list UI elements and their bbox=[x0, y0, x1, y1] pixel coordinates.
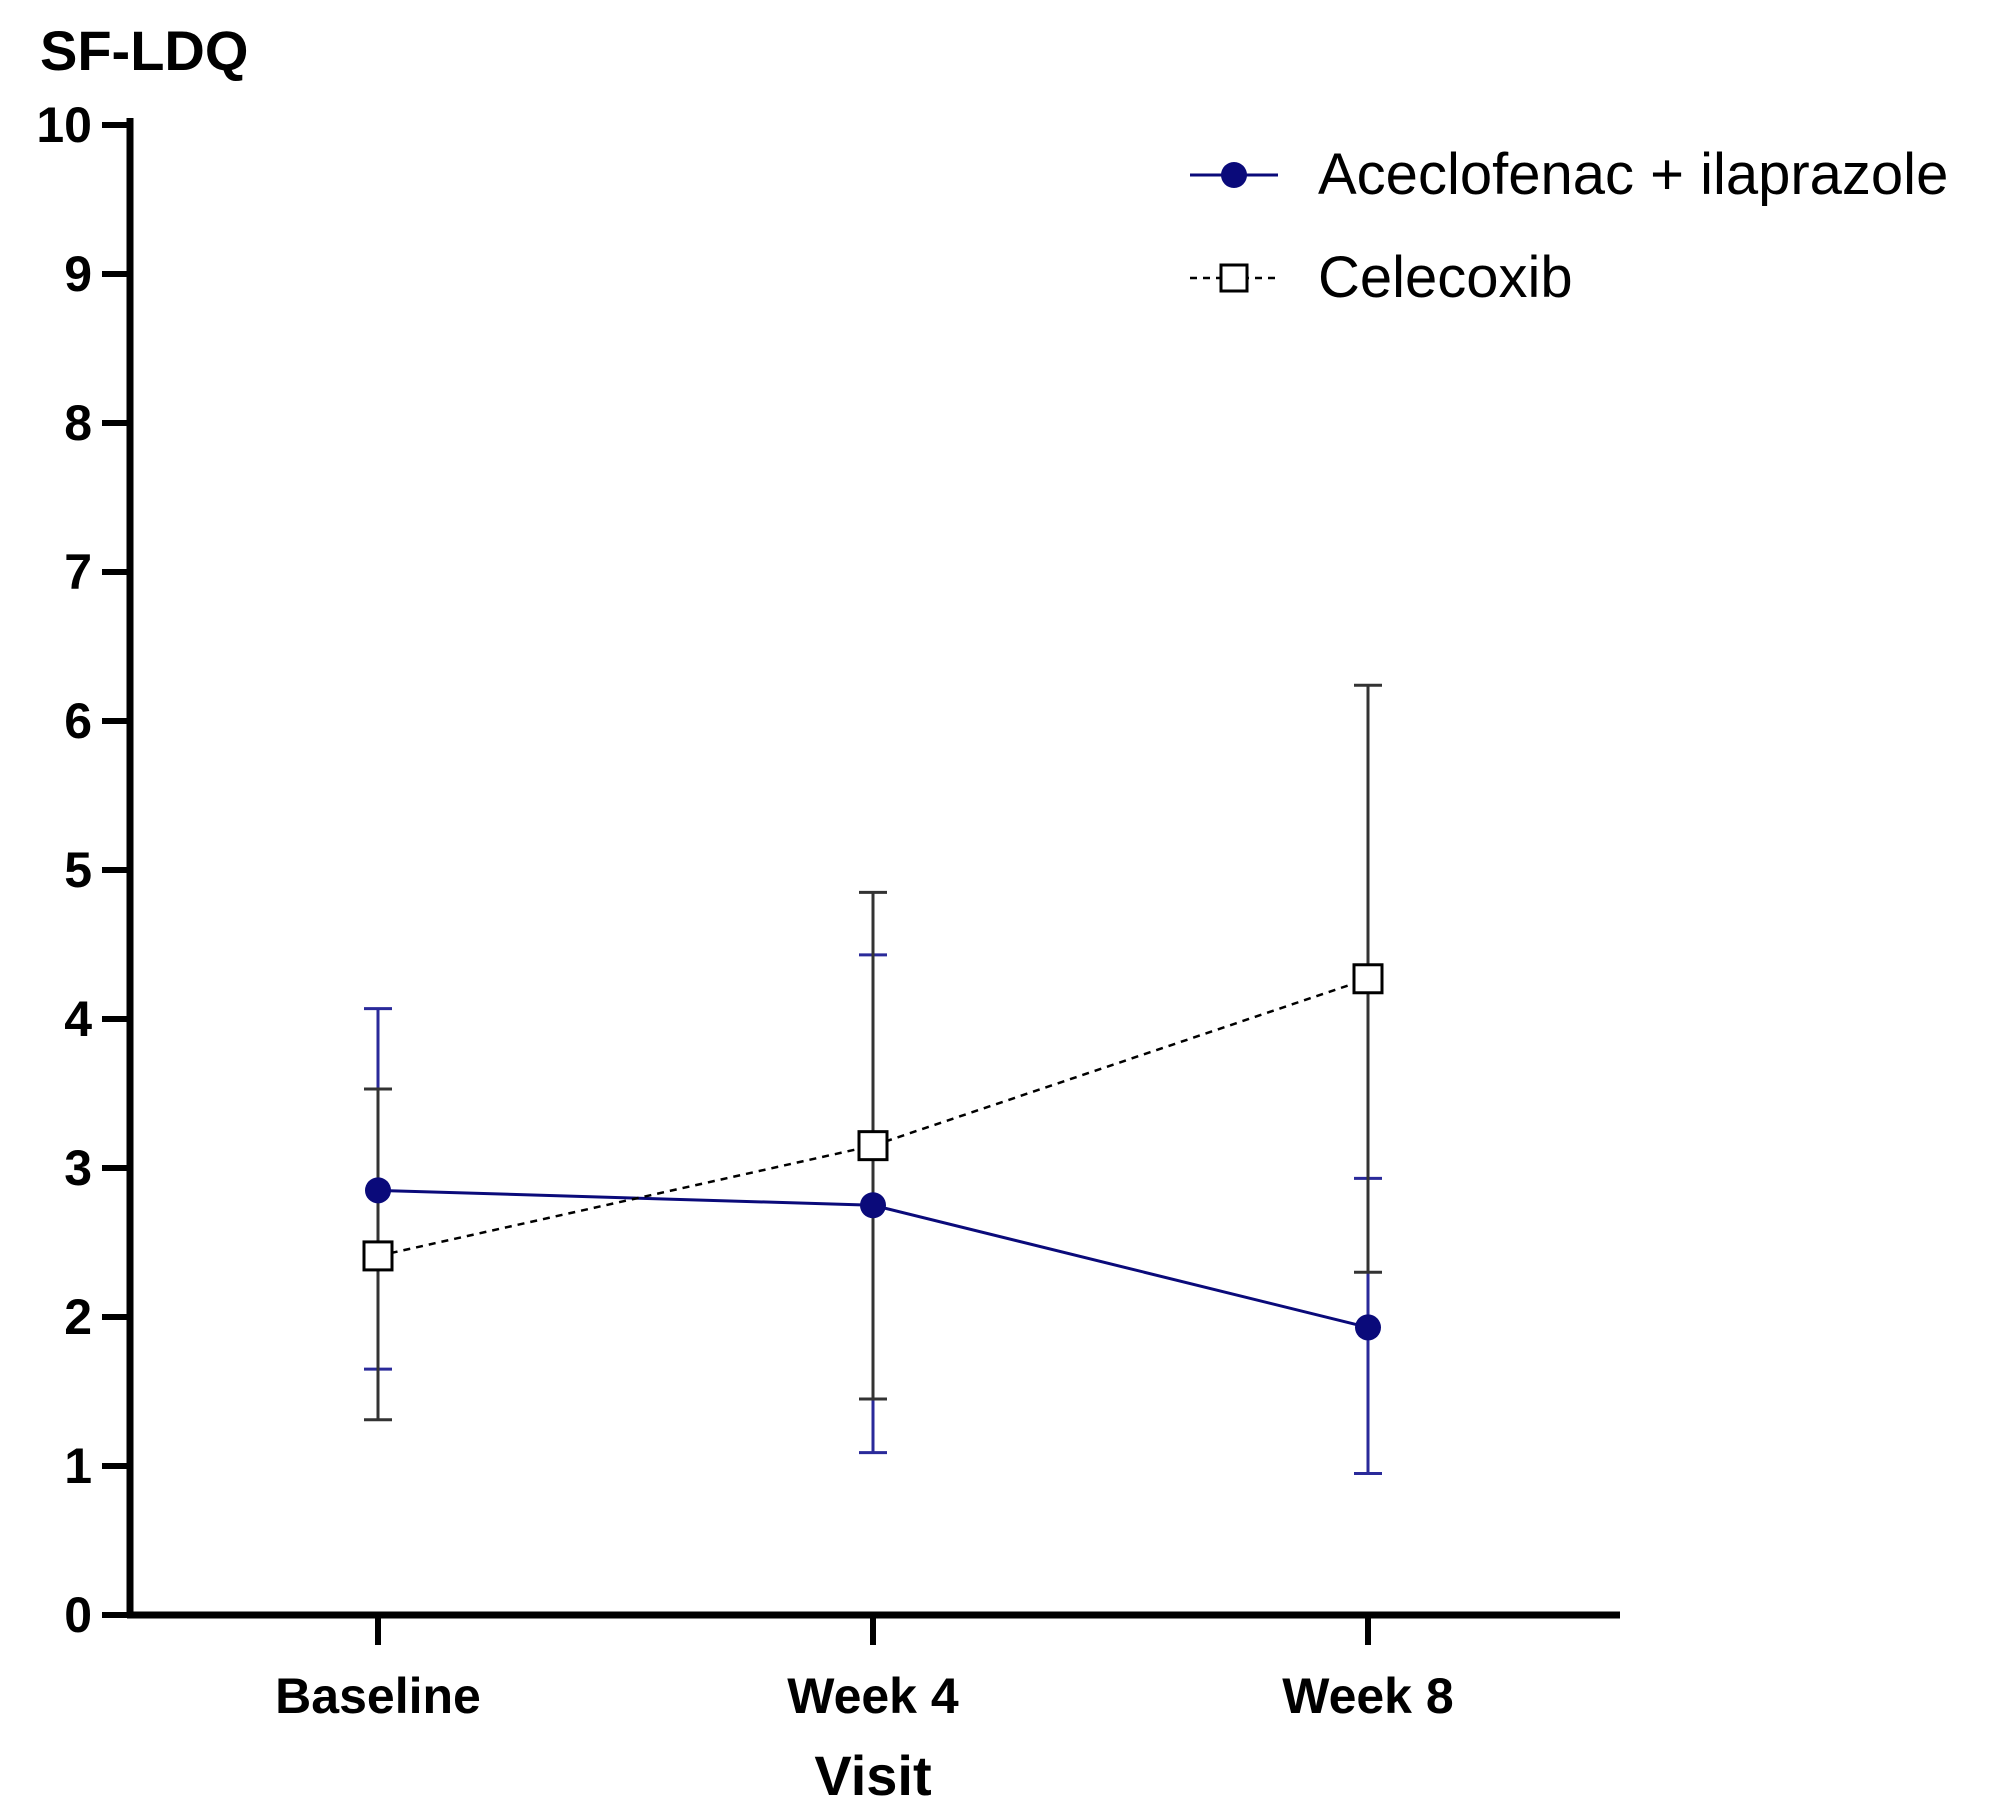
x-tick-label: Week 4 bbox=[787, 1668, 959, 1724]
y-tick-label: 1 bbox=[64, 1438, 92, 1494]
y-axis-title: SF-LDQ bbox=[40, 19, 248, 82]
y-tick-label: 6 bbox=[64, 693, 92, 749]
x-tick-label: Baseline bbox=[275, 1668, 481, 1724]
data-point-celecoxib bbox=[857, 1130, 889, 1162]
y-axis: 0 1 2 3 4 5 6 7 8 9 10 bbox=[36, 97, 134, 1643]
plot-area bbox=[362, 683, 1384, 1475]
y-tick-label: 2 bbox=[64, 1289, 92, 1345]
data-point-celecoxib bbox=[1352, 963, 1384, 995]
legend: Aceclofenac + ilaprazole Celecoxib bbox=[1190, 142, 1948, 310]
x-ticks: Baseline Week 4 Week 8 bbox=[275, 1615, 1454, 1724]
x-axis-title: Visit bbox=[814, 1744, 931, 1805]
legend-item-aceclofenac: Aceclofenac + ilaprazole bbox=[1190, 142, 1948, 207]
x-tick-label: Week 8 bbox=[1282, 1668, 1453, 1724]
legend-marker-aceclofenac bbox=[1221, 162, 1247, 188]
data-point-celecoxib bbox=[362, 1240, 394, 1272]
y-tick-label: 9 bbox=[64, 246, 92, 302]
x-axis: Baseline Week 4 Week 8 bbox=[127, 1611, 1620, 1724]
legend-label-aceclofenac: Aceclofenac + ilaprazole bbox=[1318, 142, 1948, 207]
legend-label-celecoxib: Celecoxib bbox=[1318, 245, 1573, 310]
legend-item-celecoxib: Celecoxib bbox=[1190, 245, 1573, 310]
y-tick-label: 4 bbox=[64, 991, 92, 1047]
y-tick-label: 8 bbox=[64, 395, 92, 451]
data-point-aceclofenac bbox=[365, 1177, 391, 1204]
y-tick-label: 0 bbox=[64, 1587, 92, 1643]
y-tick-label: 7 bbox=[64, 544, 92, 600]
y-ticks: 0 1 2 3 4 5 6 7 8 9 10 bbox=[36, 97, 130, 1643]
y-tick-label: 3 bbox=[64, 1140, 92, 1196]
data-point-aceclofenac bbox=[1355, 1314, 1381, 1341]
data-point-aceclofenac bbox=[860, 1192, 886, 1219]
legend-marker-celecoxib bbox=[1219, 263, 1249, 293]
y-tick-label: 5 bbox=[64, 842, 92, 898]
y-tick-label: 10 bbox=[36, 97, 92, 153]
